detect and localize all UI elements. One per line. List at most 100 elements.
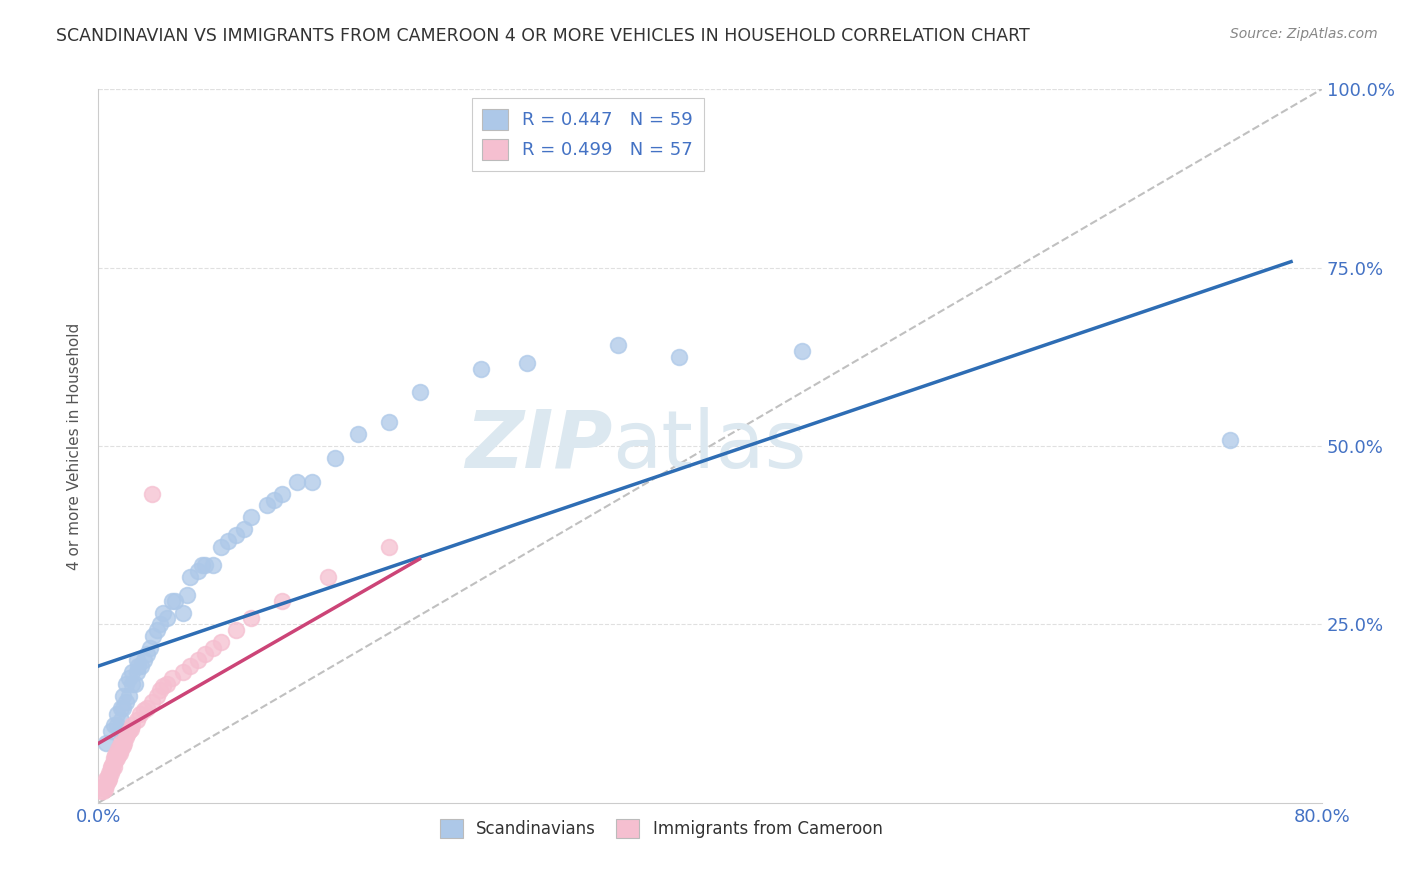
Point xyxy=(301,475,323,489)
Point xyxy=(121,677,143,691)
Point xyxy=(103,760,125,774)
Point xyxy=(118,689,141,703)
Point xyxy=(108,724,131,739)
Point xyxy=(111,739,134,753)
Point xyxy=(100,724,122,739)
Point xyxy=(172,606,194,620)
Point xyxy=(152,679,174,693)
Point xyxy=(112,736,135,750)
Point xyxy=(105,746,128,760)
Point xyxy=(120,722,142,736)
Point xyxy=(108,739,131,753)
Text: Source: ZipAtlas.com: Source: ZipAtlas.com xyxy=(1230,27,1378,41)
Point xyxy=(93,778,115,792)
Point xyxy=(110,736,132,750)
Point xyxy=(139,641,162,656)
Point xyxy=(179,659,201,673)
Point xyxy=(125,665,148,679)
Point xyxy=(145,689,167,703)
Point xyxy=(194,558,217,572)
Point xyxy=(111,689,134,703)
Point xyxy=(149,682,172,697)
Point xyxy=(202,641,225,656)
Text: ZIP: ZIP xyxy=(465,407,612,485)
Point xyxy=(156,677,179,691)
Point xyxy=(118,671,141,685)
Point xyxy=(101,763,124,777)
Point xyxy=(187,564,209,578)
Point xyxy=(90,784,112,798)
Point xyxy=(187,653,209,667)
Point xyxy=(240,510,263,524)
Y-axis label: 4 or more Vehicles in Household: 4 or more Vehicles in Household xyxy=(67,322,83,570)
Point xyxy=(98,772,121,786)
Point xyxy=(103,754,125,768)
Text: atlas: atlas xyxy=(612,407,807,485)
Point xyxy=(97,770,120,784)
Point xyxy=(408,385,430,400)
Point xyxy=(105,706,128,721)
Point xyxy=(136,700,159,714)
Point xyxy=(107,748,129,763)
Point xyxy=(105,718,128,732)
Point xyxy=(217,534,239,549)
Point xyxy=(107,742,129,756)
Point xyxy=(142,629,165,643)
Point xyxy=(108,746,131,760)
Point xyxy=(115,731,138,745)
Point xyxy=(347,427,370,442)
Point xyxy=(790,343,813,358)
Point xyxy=(141,695,163,709)
Point xyxy=(98,770,121,784)
Text: SCANDINAVIAN VS IMMIGRANTS FROM CAMEROON 4 OR MORE VEHICLES IN HOUSEHOLD CORRELA: SCANDINAVIAN VS IMMIGRANTS FROM CAMEROON… xyxy=(56,27,1031,45)
Point xyxy=(103,750,125,764)
Point xyxy=(191,558,214,572)
Point xyxy=(378,415,401,429)
Point xyxy=(110,700,132,714)
Point xyxy=(101,757,124,772)
Point xyxy=(145,624,167,638)
Point xyxy=(607,338,630,352)
Point xyxy=(285,475,308,489)
Point xyxy=(94,778,117,792)
Point xyxy=(127,659,149,673)
Point xyxy=(209,540,232,554)
Point xyxy=(110,742,132,756)
Point xyxy=(316,570,339,584)
Point xyxy=(1219,433,1241,447)
Point xyxy=(97,774,120,789)
Point xyxy=(115,677,138,691)
Point xyxy=(179,570,201,584)
Point xyxy=(104,754,127,768)
Point xyxy=(105,750,128,764)
Point xyxy=(134,703,156,717)
Point xyxy=(156,611,179,625)
Point xyxy=(117,727,139,741)
Point xyxy=(100,766,122,780)
Point xyxy=(93,781,115,796)
Point xyxy=(270,593,292,607)
Point xyxy=(129,659,152,673)
Point xyxy=(100,763,122,777)
Point xyxy=(225,624,247,638)
Point xyxy=(136,647,159,661)
Point xyxy=(134,653,156,667)
Point xyxy=(160,593,183,607)
Point xyxy=(110,713,132,727)
Point xyxy=(121,665,143,679)
Point xyxy=(194,647,217,661)
Point xyxy=(115,695,138,709)
Point xyxy=(160,671,183,685)
Point xyxy=(125,713,148,727)
Point xyxy=(91,784,114,798)
Point xyxy=(125,653,148,667)
Point xyxy=(270,486,292,500)
Point xyxy=(124,677,146,691)
Point xyxy=(128,706,150,721)
Point xyxy=(94,772,117,786)
Point xyxy=(111,700,134,714)
Point xyxy=(232,522,254,536)
Point xyxy=(470,361,492,376)
Point xyxy=(152,606,174,620)
Point xyxy=(202,558,225,572)
